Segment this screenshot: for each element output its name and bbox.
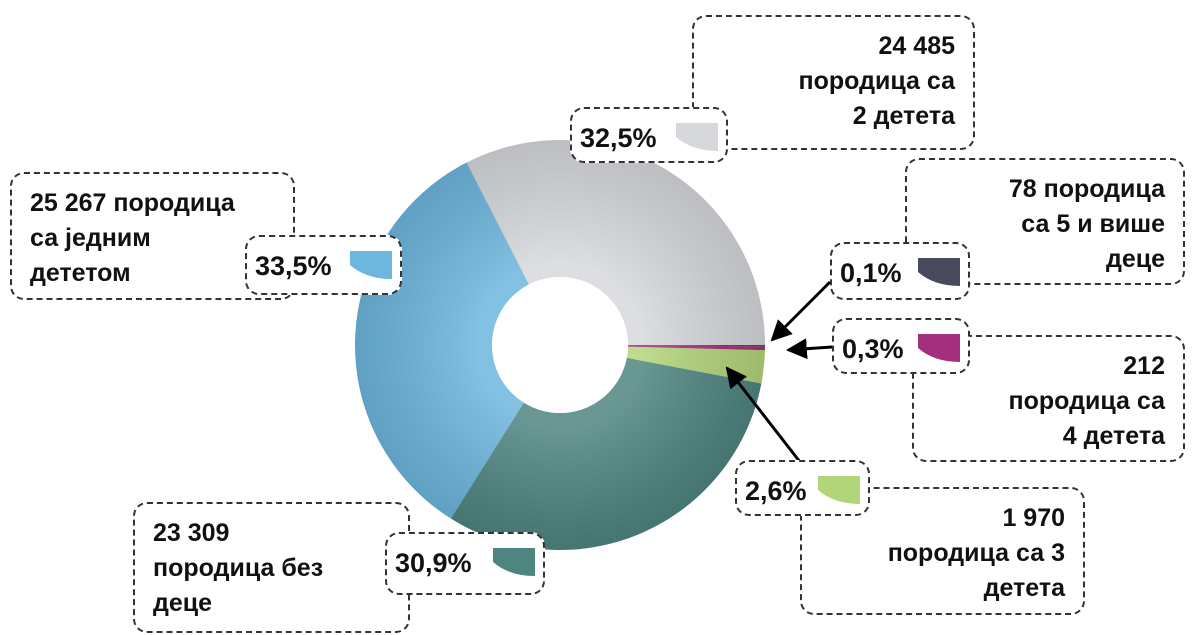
legend-icon xyxy=(818,476,860,504)
arrow xyxy=(725,366,802,463)
percent-label: 2,6% xyxy=(735,460,870,516)
legend-icon xyxy=(918,334,960,362)
arrow xyxy=(785,338,833,360)
legend-icon xyxy=(493,548,535,576)
donut-hole xyxy=(492,277,628,413)
callout-label: 25 267 породица са једним дететом xyxy=(10,172,295,300)
callout-label: 23 309 породица без деце xyxy=(133,502,410,633)
legend-icon xyxy=(918,258,960,286)
callout-label: 78 породица са 5 и више деце xyxy=(905,158,1185,285)
callout-label: 24 485 породица са 2 детета xyxy=(692,15,975,150)
legend-icon xyxy=(676,123,718,151)
legend-icon xyxy=(350,251,392,279)
arrow xyxy=(770,280,832,342)
percent-label: 30,9% xyxy=(385,532,545,595)
